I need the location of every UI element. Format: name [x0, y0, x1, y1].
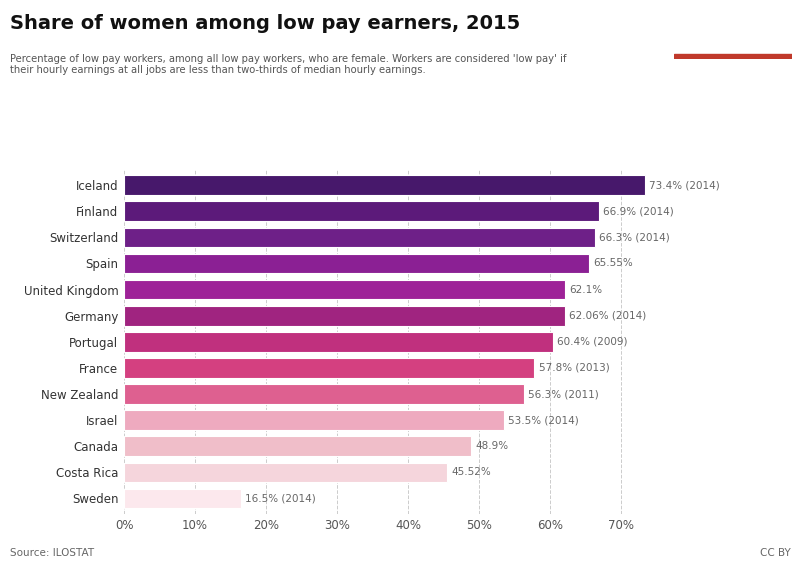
- Text: Percentage of low pay workers, among all low pay workers, who are female. Worker: Percentage of low pay workers, among all…: [10, 54, 566, 75]
- Text: Our World
in Data: Our World in Data: [701, 16, 765, 40]
- Text: Share of women among low pay earners, 2015: Share of women among low pay earners, 20…: [10, 14, 520, 33]
- Text: 53.5% (2014): 53.5% (2014): [508, 415, 579, 425]
- Text: 48.9%: 48.9%: [475, 441, 509, 451]
- Text: 45.52%: 45.52%: [451, 467, 491, 477]
- Bar: [124, 306, 565, 325]
- Bar: [124, 228, 594, 247]
- Text: 66.9% (2014): 66.9% (2014): [603, 206, 674, 216]
- Bar: [124, 437, 471, 456]
- Bar: [124, 463, 447, 482]
- Text: 56.3% (2011): 56.3% (2011): [528, 389, 598, 399]
- Bar: [124, 410, 504, 430]
- Text: CC BY: CC BY: [760, 548, 790, 558]
- Bar: [124, 254, 590, 273]
- Bar: [124, 175, 645, 195]
- Bar: [124, 489, 241, 509]
- Text: 60.4% (2009): 60.4% (2009): [557, 337, 628, 347]
- Bar: [124, 280, 565, 299]
- Text: 73.4% (2014): 73.4% (2014): [650, 180, 720, 190]
- Bar: [124, 384, 524, 404]
- Text: 66.3% (2014): 66.3% (2014): [599, 232, 670, 242]
- Text: 62.1%: 62.1%: [569, 285, 602, 294]
- Bar: [124, 358, 534, 378]
- Text: 57.8% (2013): 57.8% (2013): [538, 363, 610, 373]
- Text: Source: ILOSTAT: Source: ILOSTAT: [10, 548, 94, 558]
- Text: 65.55%: 65.55%: [594, 259, 634, 268]
- Text: 62.06% (2014): 62.06% (2014): [569, 311, 646, 321]
- Bar: [674, 54, 792, 59]
- Bar: [124, 332, 553, 351]
- Bar: [124, 202, 599, 221]
- Text: 16.5% (2014): 16.5% (2014): [246, 493, 316, 503]
